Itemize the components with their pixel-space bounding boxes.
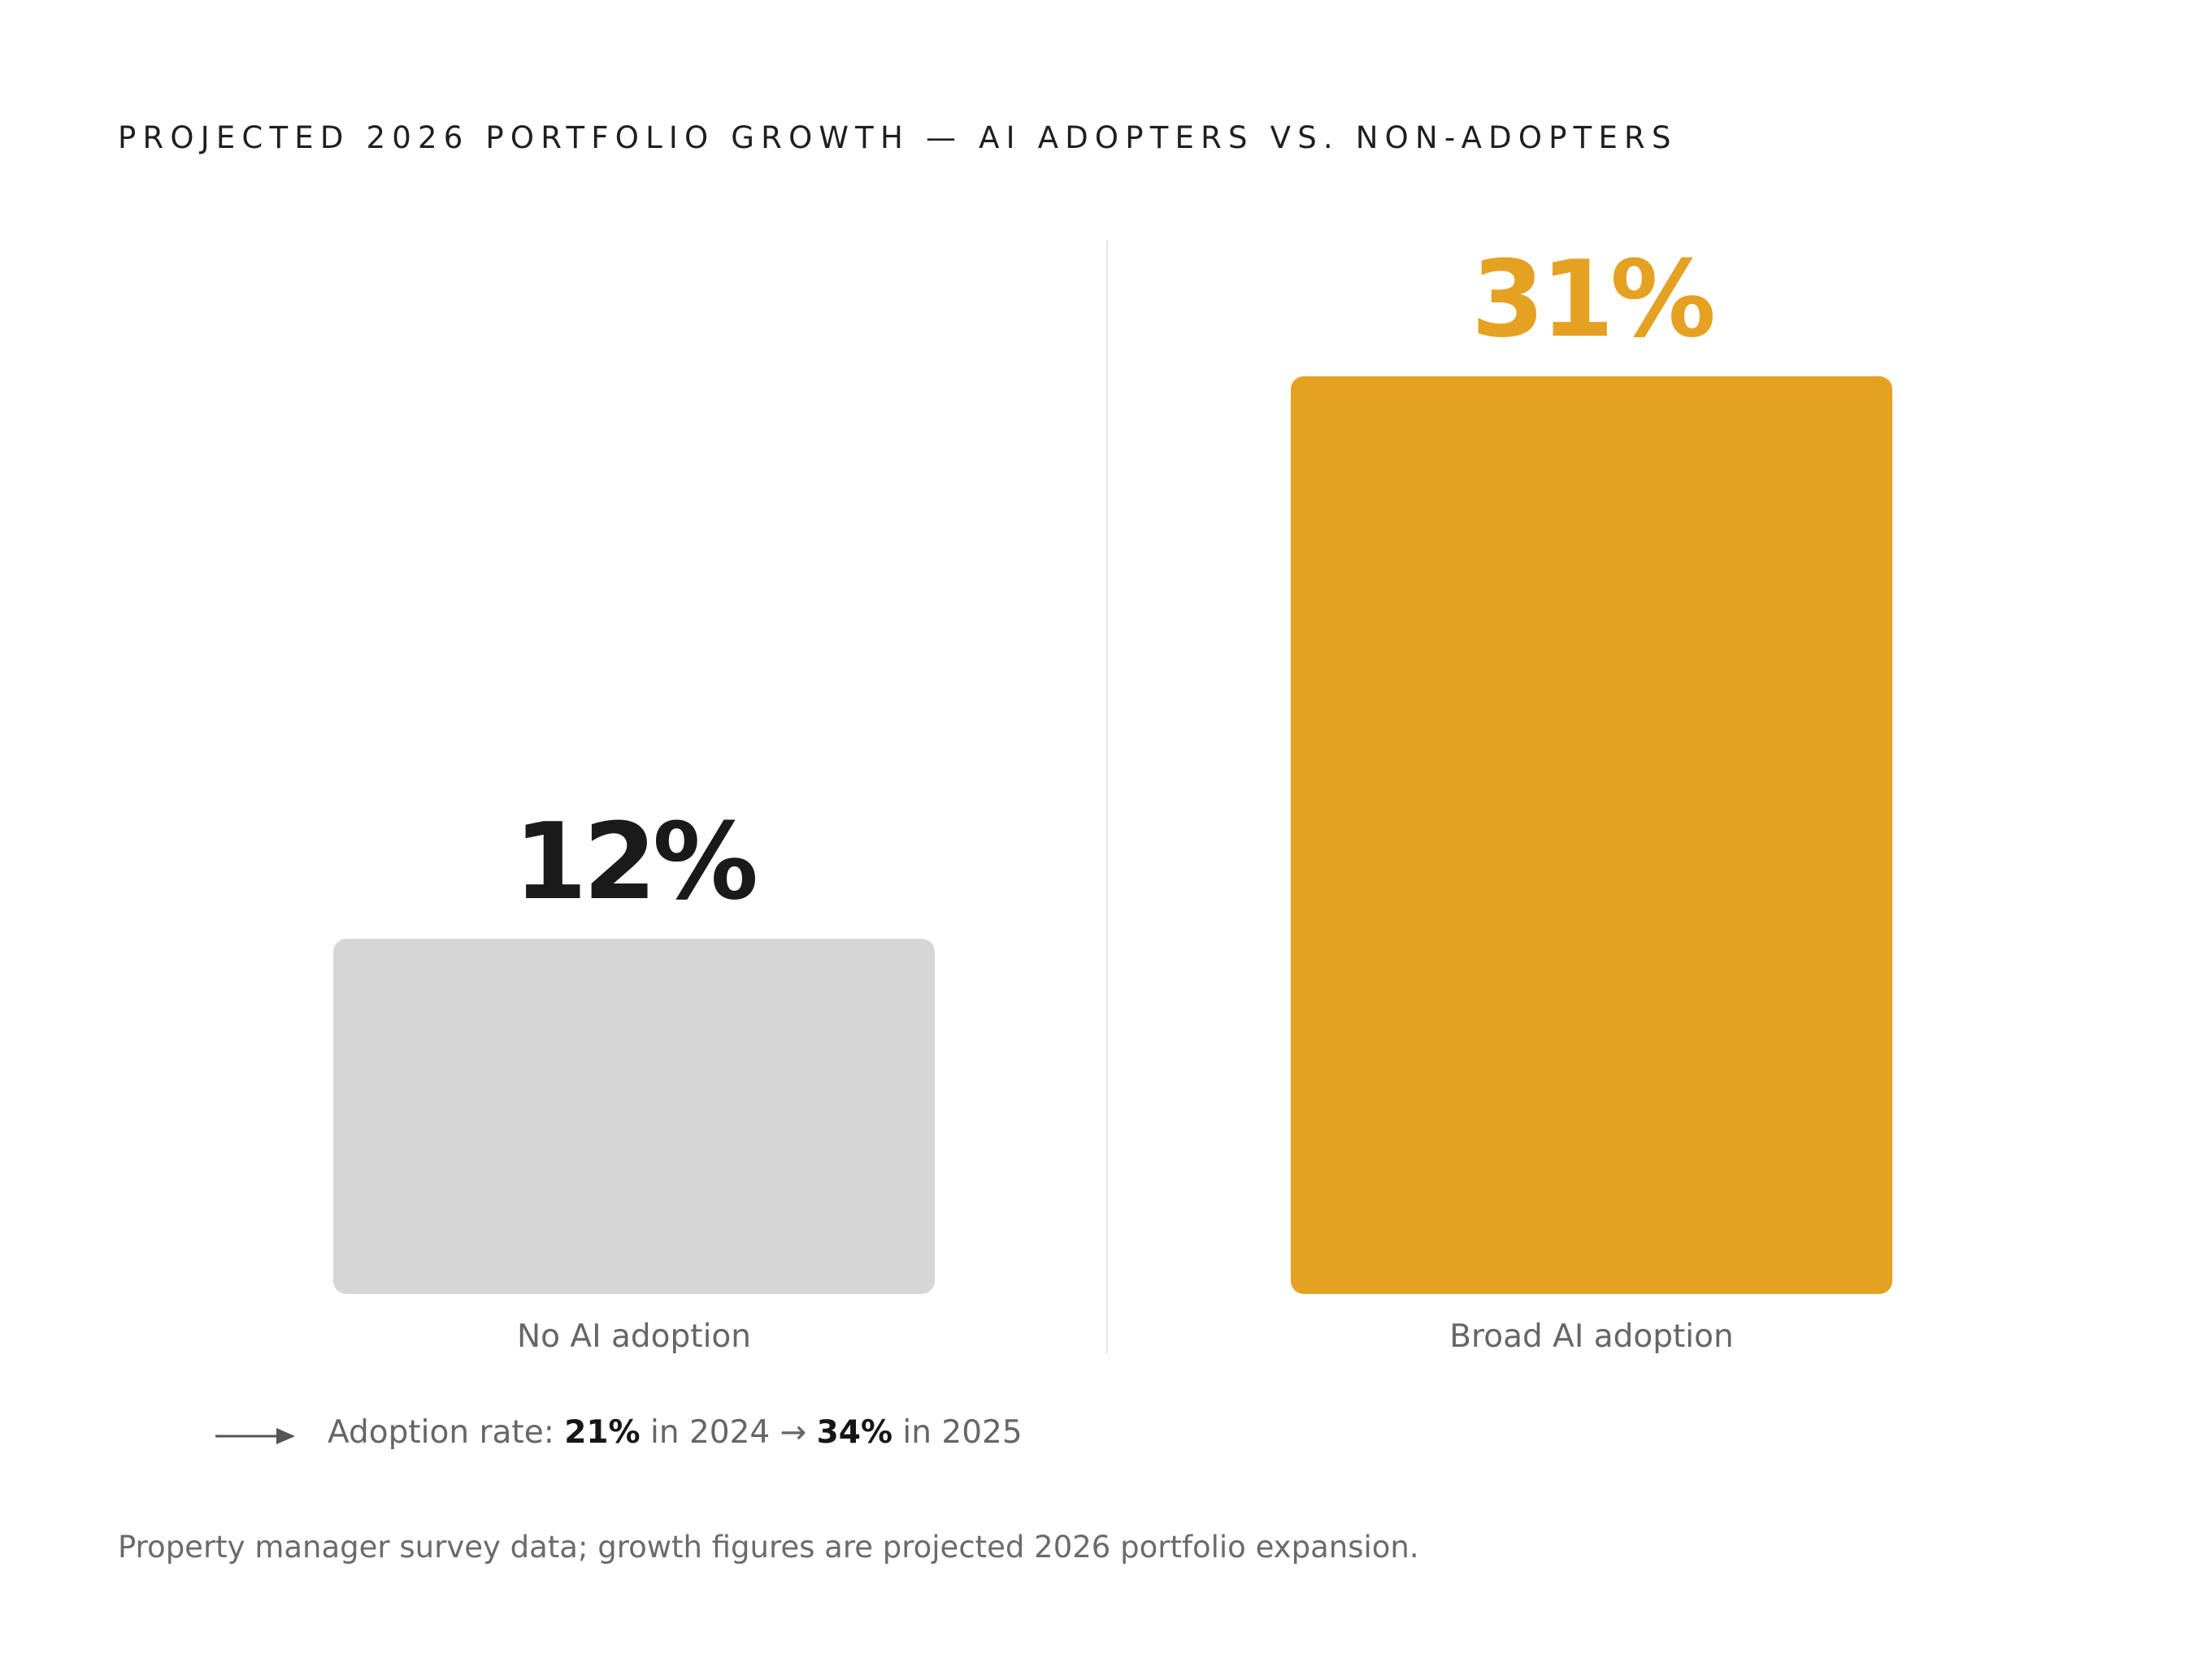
adoption-prefix: Adoption rate:: [328, 1414, 565, 1451]
adoption-mid: in 2024 →: [640, 1414, 817, 1451]
bar-0: [333, 938, 935, 1294]
adoption-suffix: in 2025: [893, 1414, 1023, 1451]
chart-title: PROJECTED 2026 PORTFOLIO GROWTH — AI ADO…: [118, 120, 1678, 155]
adoption-rate-note: Adoption rate: 21% in 2024 → 34% in 2025: [328, 1414, 1023, 1451]
category-label-1: Broad AI adoption: [1449, 1318, 1734, 1355]
bar-1: [1291, 376, 1892, 1294]
bar-value-label-0: 12%: [513, 799, 758, 923]
category-label-0: No AI adoption: [517, 1318, 751, 1355]
bar-value-label-1: 31%: [1470, 237, 1716, 361]
arrow-right-icon: [215, 1428, 295, 1444]
divider: [1106, 240, 1108, 1353]
adoption-rate-2024: 21%: [564, 1414, 641, 1451]
footnote: Property manager survey data; growth fig…: [118, 1530, 1419, 1565]
adoption-rate-2025: 34%: [816, 1414, 893, 1451]
